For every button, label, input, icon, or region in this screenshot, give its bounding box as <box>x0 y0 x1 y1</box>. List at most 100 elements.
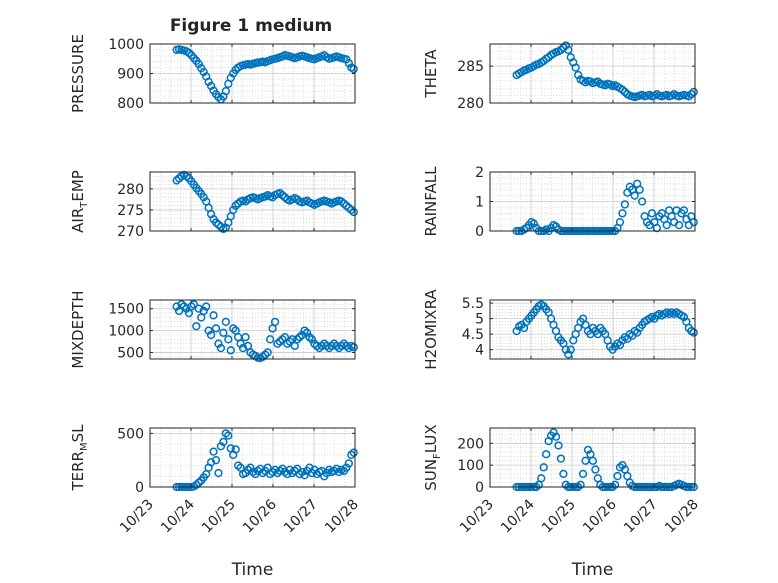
axes-box <box>149 299 356 360</box>
data-point <box>635 185 644 194</box>
data-point <box>591 465 600 474</box>
data-point <box>231 445 240 454</box>
y-axis-label-main: TERR <box>69 451 87 492</box>
data-point <box>613 471 622 481</box>
data-point <box>559 469 568 479</box>
data-point <box>199 306 208 316</box>
data-point <box>194 304 203 313</box>
data-point <box>194 59 203 69</box>
data-point <box>342 341 351 351</box>
data-point <box>620 200 630 209</box>
xtick-label: 10/25 <box>199 497 239 537</box>
data-point <box>265 335 275 344</box>
ytick-label: 500 <box>117 426 144 442</box>
y-axis-label-sub: T <box>79 201 90 209</box>
data-point <box>618 85 627 94</box>
data-point <box>177 300 186 309</box>
y-axis-label-rest: LUX <box>422 424 440 453</box>
data-point <box>679 206 689 215</box>
data-point <box>317 341 326 351</box>
data-point <box>206 458 216 467</box>
plot-area <box>150 428 355 487</box>
data-point <box>297 330 307 340</box>
data-point <box>221 317 231 327</box>
data-point <box>564 45 573 55</box>
data-point <box>647 209 657 218</box>
data-point <box>199 67 208 77</box>
ytick-label: 1000 <box>108 37 144 53</box>
subplot-1: 800 900 1000 PRESSURE <box>69 34 358 113</box>
data-point <box>211 324 221 333</box>
y-axis-label: THETA <box>422 49 440 99</box>
data-point <box>556 454 566 463</box>
data-point <box>226 73 235 83</box>
xtick-label: 10/24 <box>158 496 198 536</box>
xtick-label: 10/25 <box>539 497 579 537</box>
data-point <box>327 341 336 351</box>
xtick-label: 10/26 <box>580 496 620 536</box>
ytick-label: 100 <box>457 458 484 474</box>
data-point <box>312 341 322 351</box>
y-axis-label: RAINFALL <box>422 166 440 237</box>
data-point <box>329 339 339 348</box>
xtick-label: 10/27 <box>281 497 321 537</box>
data-point <box>199 193 208 202</box>
y-axis-label-main: SUN <box>422 459 440 491</box>
ytick-label: 280 <box>117 182 144 198</box>
xtick-label: 10/27 <box>621 497 661 537</box>
data-point <box>610 480 620 489</box>
ytick-label: 0 <box>135 480 144 496</box>
data-point <box>258 352 267 361</box>
axes-box <box>489 427 696 488</box>
data-point <box>224 335 233 344</box>
subplot-8: 0 100 200 10/23 10/24 10/25 10/26 10/27 10/28 Tim… <box>422 424 702 580</box>
data-point <box>349 64 358 74</box>
data-point <box>219 328 228 337</box>
y-axis-label: PRESSURE <box>69 34 87 113</box>
data-point <box>320 339 329 348</box>
data-point <box>300 326 309 335</box>
ytick-label: 900 <box>117 67 144 83</box>
data-point <box>273 339 282 348</box>
data-point <box>206 330 216 340</box>
ytick-label: 200 <box>457 436 484 452</box>
data-point <box>202 302 211 311</box>
ytick-label: 800 <box>117 96 144 112</box>
data-point <box>542 450 551 459</box>
data-point <box>339 339 349 348</box>
ytick-label: 2 <box>475 165 484 181</box>
y-axis-label: MIXDEPTH <box>69 290 87 368</box>
data-point <box>295 332 304 342</box>
ytick-label: 270 <box>117 224 144 240</box>
y-axis-label-main: H2OMIXRA <box>422 289 440 370</box>
data-point <box>554 441 563 450</box>
axes-box <box>149 427 356 488</box>
data-point <box>246 463 255 472</box>
xtick-label: 10/28 <box>322 497 362 537</box>
data-point <box>204 77 213 86</box>
data-point <box>263 348 272 357</box>
xtick-label: 10/23 <box>117 497 157 537</box>
data-point <box>615 463 625 472</box>
y-axis-label: H2OMIXRA <box>422 289 440 370</box>
ytick-label: 5 <box>475 312 484 328</box>
data-point <box>270 317 280 327</box>
y-axis-label: TERRMSL <box>69 424 90 492</box>
data-point <box>689 87 698 97</box>
data-point <box>300 471 309 480</box>
data-point <box>216 442 226 451</box>
data-point <box>241 332 250 342</box>
data-point <box>216 343 226 353</box>
ytick-label: 280 <box>457 96 484 112</box>
data-point <box>219 437 228 447</box>
data-point <box>182 304 191 313</box>
y-axis-label-sub: F <box>432 453 443 459</box>
data-point <box>332 341 341 351</box>
subplot-6: 44.555.5 H2OMIXRA <box>422 289 698 370</box>
data-point <box>618 209 627 218</box>
figure-title: Figure 1 medium <box>170 16 332 36</box>
subplot-5: 500 1000 1500 MIXDEPTH <box>69 290 358 369</box>
xtick-label: 10/28 <box>662 497 702 537</box>
data-point <box>211 456 221 465</box>
